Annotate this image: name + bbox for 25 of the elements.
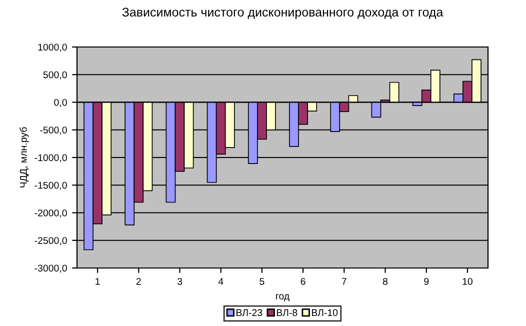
y-tick-label: -1000,0 — [34, 154, 67, 162]
y-tick-label: 500,0 — [43, 71, 67, 80]
y-axis-title: ЧДД, млн.руб — [20, 127, 29, 188]
chart-title: Зависимость чистого дисконированного дохода от года — [122, 8, 444, 20]
legend-label: ВЛ-8 — [276, 309, 298, 316]
x-tick-label: 3 — [177, 278, 182, 285]
x-axis-title: год — [276, 294, 290, 302]
legend-label: ВЛ-10 — [312, 309, 338, 316]
y-tick-label: -3000,0 — [34, 264, 67, 273]
y-tick-label: -500,0 — [40, 126, 67, 135]
y-tick-label: 0,0 — [54, 98, 67, 108]
x-tick-label: 10 — [462, 278, 472, 285]
x-tick-label: 4 — [218, 278, 224, 285]
legend-label: ВЛ-23 — [236, 309, 262, 316]
y-tick-label: 1000,0 — [38, 44, 67, 52]
x-tick-label: 7 — [342, 278, 346, 285]
y-tick-label: -2000,0 — [34, 209, 67, 218]
x-tick-label: 5 — [260, 278, 264, 285]
x-tick-label: 8 — [382, 278, 388, 285]
x-tick-label: 9 — [424, 278, 429, 285]
y-tick-label: -1500,0 — [34, 182, 67, 190]
x-tick-label: 1 — [96, 278, 100, 285]
x-tick-label: 2 — [136, 278, 141, 285]
y-tick-label: -2500,0 — [34, 237, 67, 246]
x-tick-label: 6 — [300, 278, 306, 285]
